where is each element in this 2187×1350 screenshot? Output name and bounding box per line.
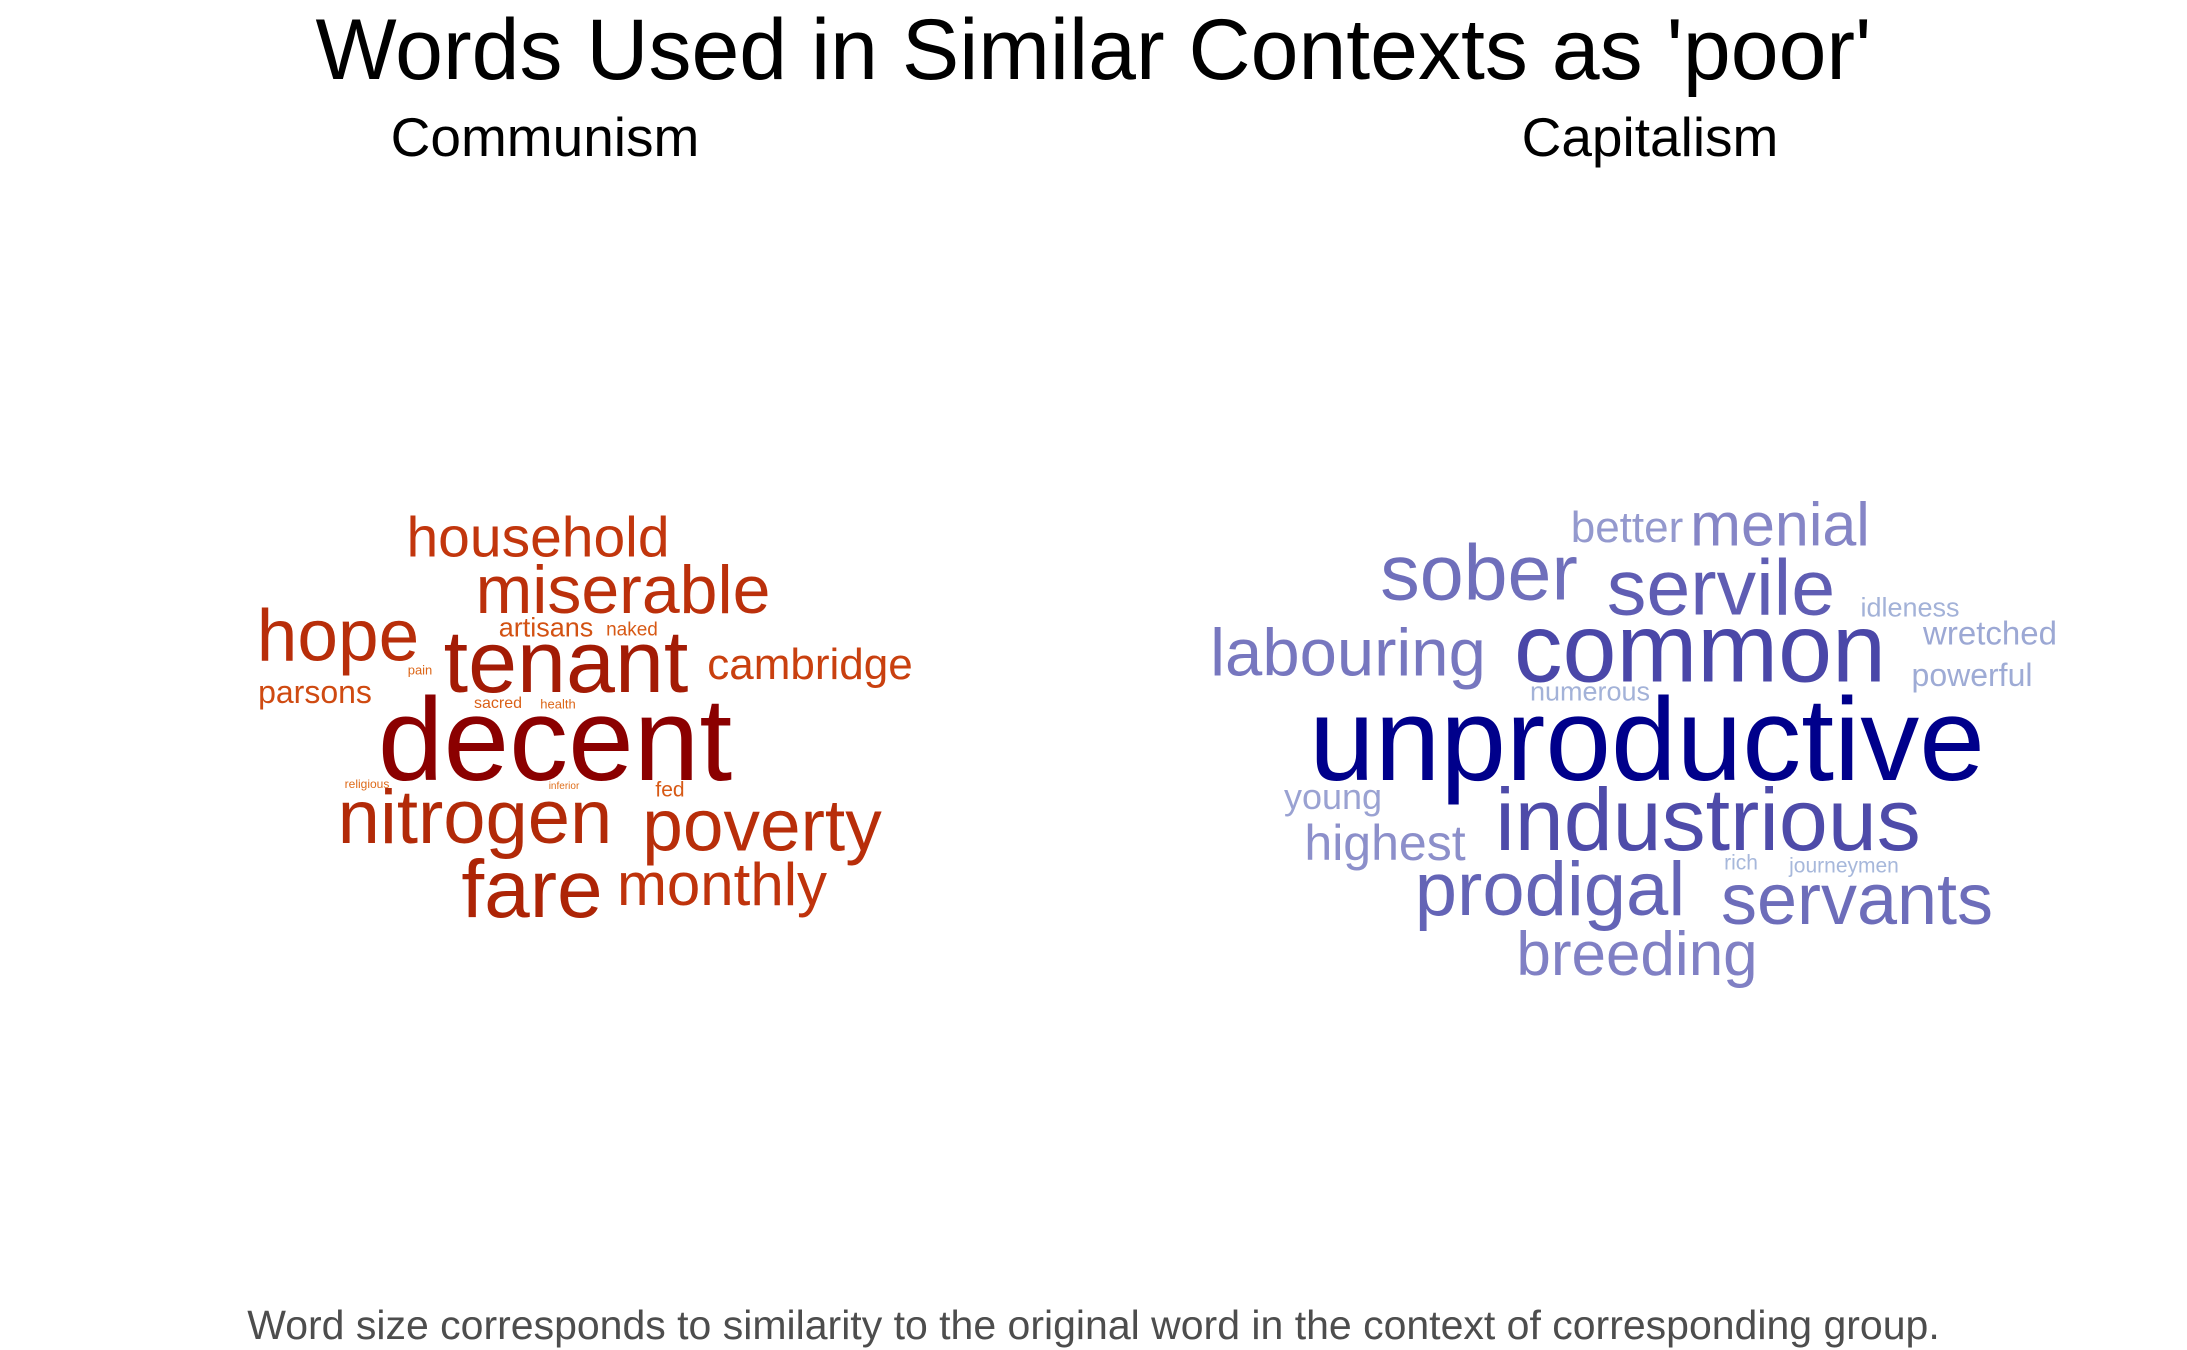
word-parsons: parsons — [258, 674, 372, 710]
word-sacred: sacred — [473, 695, 523, 712]
word-unproductive: unproductive — [1309, 674, 1985, 806]
word-rich: rich — [1724, 851, 1758, 875]
word-journeymen: journeymen — [1789, 854, 1899, 878]
word-sober: sober — [1380, 527, 1578, 617]
capitalism-panel-title: Capitalism — [1521, 106, 1779, 168]
word-prodigal: prodigal — [1414, 847, 1686, 932]
word-fare: fare — [461, 844, 603, 935]
word-decent: decent — [377, 674, 733, 806]
word-health: health — [540, 696, 576, 712]
word-labouring: labouring — [1210, 615, 1486, 691]
word-inferior: inferior — [548, 781, 580, 792]
word-cambridge: cambridge — [707, 640, 913, 689]
word-naked: naked — [606, 619, 658, 641]
chart-caption: Word size corresponds to similarity to t… — [247, 1302, 1940, 1348]
word-numerous: numerous — [1529, 676, 1651, 707]
word-young: young — [1283, 776, 1383, 817]
word-powerful: powerful — [1911, 657, 2033, 693]
word-servile: servile — [1606, 542, 1836, 632]
word-common: common — [1514, 593, 1886, 703]
word-idleness: idleness — [1860, 592, 1960, 623]
word-pain: pain — [407, 662, 433, 678]
word-tenant: tenant — [443, 612, 689, 711]
word-wretched: wretched — [1923, 614, 2057, 652]
word-hope: hope — [256, 595, 420, 677]
word-menial: menial — [1690, 490, 1870, 559]
word-highest: highest — [1304, 815, 1466, 871]
word-poverty: poverty — [642, 785, 882, 867]
word-religious: religious — [344, 777, 390, 791]
word-monthly: monthly — [616, 851, 828, 918]
word-industrious: industrious — [1495, 770, 1921, 869]
communism-panel-title: Communism — [390, 106, 700, 168]
word-servants: servants — [1720, 860, 1994, 940]
word-better: better — [1570, 503, 1684, 552]
word-miserable: miserable — [475, 552, 771, 628]
word-nitrogen: nitrogen — [337, 775, 613, 860]
word-fed: fed — [655, 778, 685, 802]
word-artisans: artisans — [498, 612, 594, 643]
chart-title: Words Used in Similar Contexts as 'poor' — [315, 2, 1872, 98]
word-household: household — [406, 505, 670, 570]
word-breeding: breeding — [1516, 920, 1758, 989]
